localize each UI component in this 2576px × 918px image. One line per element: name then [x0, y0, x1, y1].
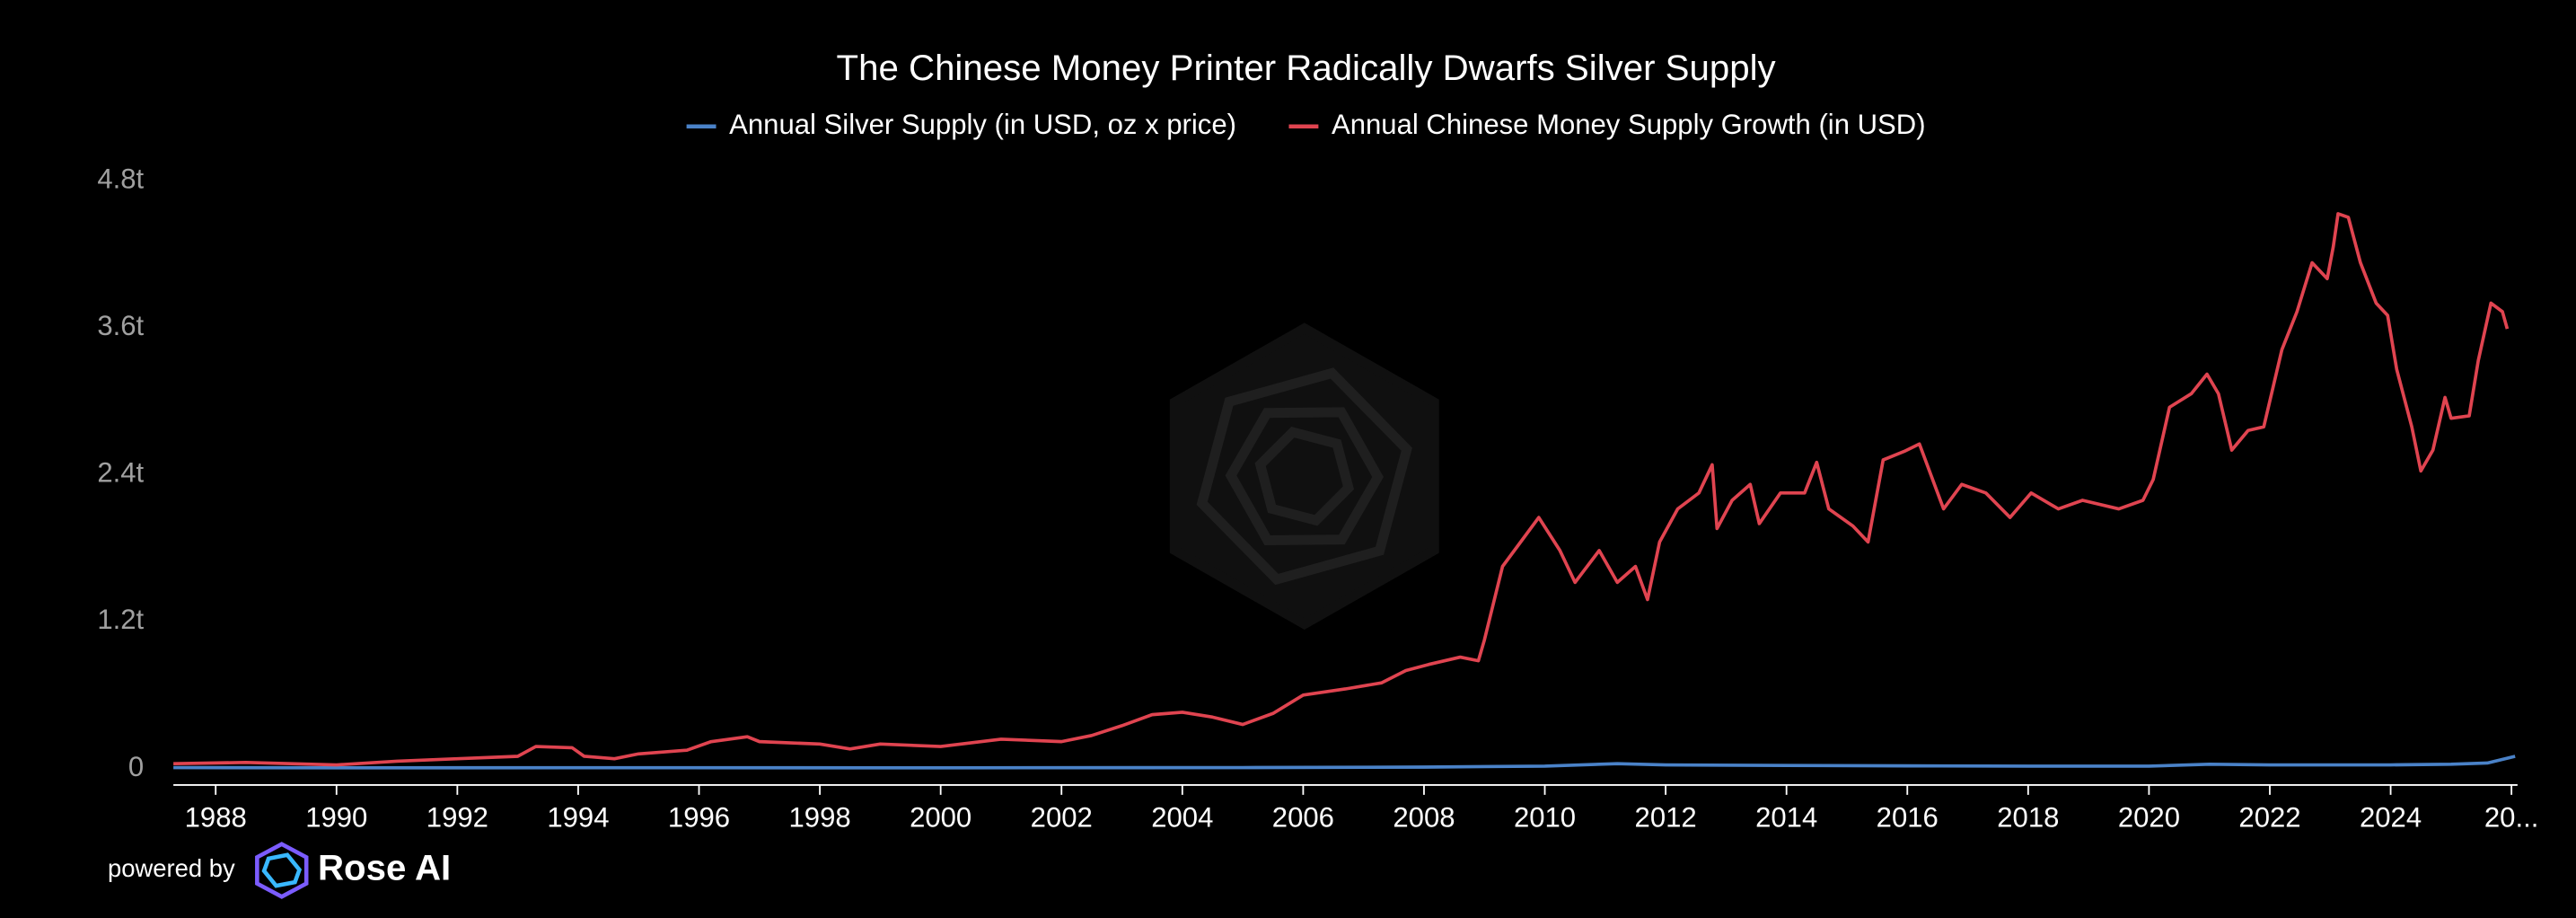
legend-item: Annual Silver Supply (in USD, oz x price…: [686, 109, 1236, 140]
series-line: [173, 212, 2510, 767]
y-tick-label: 2.4t: [97, 457, 144, 489]
x-tick-label: 2010: [1514, 802, 1576, 834]
series-line: [173, 755, 2516, 770]
chart-title: The Chinese Money Printer Radically Dwar…: [837, 48, 1777, 88]
y-tick-label: 1.2t: [97, 604, 144, 635]
x-tick-label: 2016: [1877, 802, 1939, 834]
legend-item: Annual Chinese Money Supply Growth (in U…: [1288, 109, 1926, 140]
x-tick-label: 2004: [1151, 802, 1213, 834]
y-tick-label: 0: [128, 751, 144, 782]
x-tick-label: 2012: [1635, 802, 1697, 834]
x-tick-label: 2018: [1997, 802, 2059, 834]
x-tick-label: 2002: [1031, 802, 1093, 834]
x-tick-label: 1992: [426, 802, 488, 834]
x-tick-label: 2020: [2118, 802, 2180, 834]
legend-label: Annual Chinese Money Supply Growth (in U…: [1332, 109, 1926, 140]
x-tick-label: 2014: [1755, 802, 1817, 834]
y-tick-label: 3.6t: [97, 310, 144, 341]
x-tick-label: 1990: [305, 802, 367, 834]
x-tick-label: 2022: [2238, 802, 2300, 834]
x-tick-label: 2024: [2360, 802, 2422, 834]
y-tick-label: 4.8t: [97, 163, 144, 194]
x-tick-label: 1988: [185, 802, 247, 834]
footer: powered by Rose AI: [108, 842, 451, 899]
brand-logo: [255, 842, 309, 899]
watermark: [1169, 322, 1439, 631]
x-tick-label: 2006: [1272, 802, 1334, 834]
legend-label: Annual Silver Supply (in USD, oz x price…: [729, 109, 1236, 140]
legend: Annual Silver Supply (in USD, oz x price…: [686, 109, 1926, 140]
x-tick-label: 20...: [2484, 802, 2538, 834]
x-tick-label: 1998: [789, 802, 851, 834]
x-tick-label: 2000: [910, 802, 971, 834]
x-tick-label: 1994: [547, 802, 609, 834]
powered-by: powered by: [108, 854, 235, 882]
brand-name: Rose AI: [318, 848, 451, 888]
x-tick-label: 2008: [1393, 802, 1455, 834]
x-tick-label: 1996: [668, 802, 730, 834]
